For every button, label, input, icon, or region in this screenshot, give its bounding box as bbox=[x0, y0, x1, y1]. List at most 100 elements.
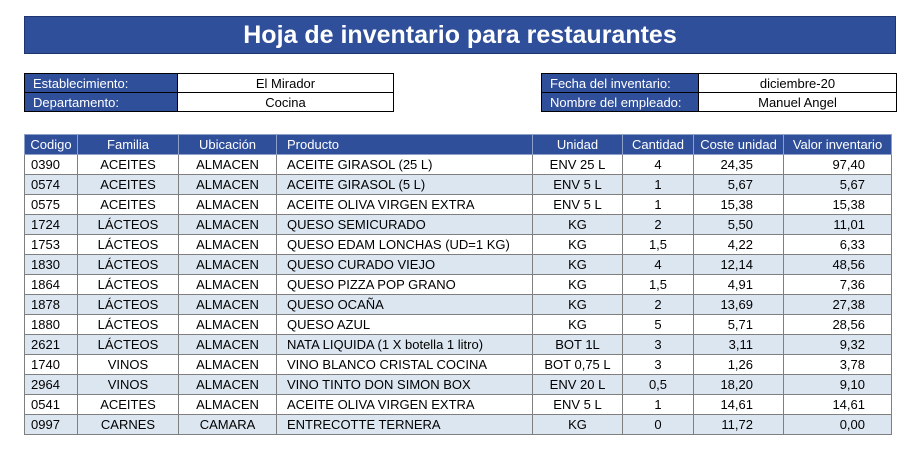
cell-familia[interactable]: LÁCTEOS bbox=[77, 274, 179, 295]
cell-cantidad[interactable]: 1,5 bbox=[622, 274, 694, 295]
cell-ubicacion[interactable]: ALMACEN bbox=[178, 394, 277, 415]
fecha-value[interactable]: diciembre-20 bbox=[698, 73, 897, 93]
cell-valor-inventario[interactable]: 9,32 bbox=[783, 334, 892, 355]
cell-ubicacion[interactable]: ALMACEN bbox=[178, 174, 277, 195]
cell-producto[interactable]: QUESO SEMICURADO bbox=[276, 214, 533, 235]
cell-ubicacion[interactable]: ALMACEN bbox=[178, 194, 277, 215]
cell-valor-inventario[interactable]: 27,38 bbox=[783, 294, 892, 315]
cell-valor-inventario[interactable]: 0,00 bbox=[783, 414, 892, 435]
cell-unidad[interactable]: KG bbox=[532, 414, 623, 435]
cell-producto[interactable]: QUESO OCAÑA bbox=[276, 294, 533, 315]
cell-coste-unidad[interactable]: 15,38 bbox=[693, 194, 784, 215]
cell-coste-unidad[interactable]: 5,50 bbox=[693, 214, 784, 235]
cell-producto[interactable]: ACEITE OLIVA VIRGEN EXTRA bbox=[276, 194, 533, 215]
cell-familia[interactable]: LÁCTEOS bbox=[77, 254, 179, 275]
cell-cantidad[interactable]: 3 bbox=[622, 354, 694, 375]
cell-ubicacion[interactable]: ALMACEN bbox=[178, 334, 277, 355]
cell-coste-unidad[interactable]: 13,69 bbox=[693, 294, 784, 315]
cell-coste-unidad[interactable]: 12,14 bbox=[693, 254, 784, 275]
cell-coste-unidad[interactable]: 14,61 bbox=[693, 394, 784, 415]
cell-coste-unidad[interactable]: 5,67 bbox=[693, 174, 784, 195]
cell-unidad[interactable]: ENV 5 L bbox=[532, 174, 623, 195]
cell-cantidad[interactable]: 2 bbox=[622, 214, 694, 235]
cell-valor-inventario[interactable]: 14,61 bbox=[783, 394, 892, 415]
cell-producto[interactable]: QUESO EDAM LONCHAS (UD=1 KG) bbox=[276, 234, 533, 255]
cell-unidad[interactable]: BOT 0,75 L bbox=[532, 354, 623, 375]
cell-familia[interactable]: ACEITES bbox=[77, 174, 179, 195]
cell-unidad[interactable]: KG bbox=[532, 214, 623, 235]
cell-unidad[interactable]: ENV 20 L bbox=[532, 374, 623, 395]
cell-familia[interactable]: VINOS bbox=[77, 354, 179, 375]
cell-valor-inventario[interactable]: 6,33 bbox=[783, 234, 892, 255]
cell-codigo[interactable]: 1830 bbox=[24, 254, 78, 275]
cell-cantidad[interactable]: 2 bbox=[622, 294, 694, 315]
cell-familia[interactable]: LÁCTEOS bbox=[77, 314, 179, 335]
cell-ubicacion[interactable]: ALMACEN bbox=[178, 154, 277, 175]
cell-valor-inventario[interactable]: 9,10 bbox=[783, 374, 892, 395]
cell-codigo[interactable]: 0997 bbox=[24, 414, 78, 435]
cell-unidad[interactable]: BOT 1L bbox=[532, 334, 623, 355]
cell-codigo[interactable]: 0390 bbox=[24, 154, 78, 175]
cell-cantidad[interactable]: 1 bbox=[622, 174, 694, 195]
cell-ubicacion[interactable]: ALMACEN bbox=[178, 254, 277, 275]
cell-coste-unidad[interactable]: 4,22 bbox=[693, 234, 784, 255]
cell-familia[interactable]: ACEITES bbox=[77, 154, 179, 175]
cell-valor-inventario[interactable]: 15,38 bbox=[783, 194, 892, 215]
cell-unidad[interactable]: ENV 25 L bbox=[532, 154, 623, 175]
cell-producto[interactable]: ENTRECOTTE TERNERA bbox=[276, 414, 533, 435]
cell-producto[interactable]: VINO BLANCO CRISTAL COCINA bbox=[276, 354, 533, 375]
cell-unidad[interactable]: KG bbox=[532, 274, 623, 295]
cell-coste-unidad[interactable]: 1,26 bbox=[693, 354, 784, 375]
cell-producto[interactable]: ACEITE OLIVA VIRGEN EXTRA bbox=[276, 394, 533, 415]
cell-valor-inventario[interactable]: 28,56 bbox=[783, 314, 892, 335]
cell-ubicacion[interactable]: CAMARA bbox=[178, 414, 277, 435]
cell-ubicacion[interactable]: ALMACEN bbox=[178, 314, 277, 335]
cell-ubicacion[interactable]: ALMACEN bbox=[178, 294, 277, 315]
cell-coste-unidad[interactable]: 24,35 bbox=[693, 154, 784, 175]
cell-cantidad[interactable]: 3 bbox=[622, 334, 694, 355]
cell-coste-unidad[interactable]: 5,71 bbox=[693, 314, 784, 335]
cell-valor-inventario[interactable]: 97,40 bbox=[783, 154, 892, 175]
cell-unidad[interactable]: KG bbox=[532, 254, 623, 275]
cell-coste-unidad[interactable]: 4,91 bbox=[693, 274, 784, 295]
cell-ubicacion[interactable]: ALMACEN bbox=[178, 214, 277, 235]
cell-ubicacion[interactable]: ALMACEN bbox=[178, 354, 277, 375]
cell-cantidad[interactable]: 5 bbox=[622, 314, 694, 335]
cell-codigo[interactable]: 0575 bbox=[24, 194, 78, 215]
cell-familia[interactable]: LÁCTEOS bbox=[77, 334, 179, 355]
cell-valor-inventario[interactable]: 48,56 bbox=[783, 254, 892, 275]
cell-coste-unidad[interactable]: 3,11 bbox=[693, 334, 784, 355]
departamento-value[interactable]: Cocina bbox=[177, 92, 394, 112]
cell-codigo[interactable]: 2964 bbox=[24, 374, 78, 395]
cell-ubicacion[interactable]: ALMACEN bbox=[178, 274, 277, 295]
cell-codigo[interactable]: 1864 bbox=[24, 274, 78, 295]
cell-familia[interactable]: ACEITES bbox=[77, 194, 179, 215]
cell-valor-inventario[interactable]: 5,67 bbox=[783, 174, 892, 195]
establecimiento-value[interactable]: El Mirador bbox=[177, 73, 394, 93]
cell-producto[interactable]: QUESO AZUL bbox=[276, 314, 533, 335]
cell-coste-unidad[interactable]: 11,72 bbox=[693, 414, 784, 435]
cell-codigo[interactable]: 0541 bbox=[24, 394, 78, 415]
cell-cantidad[interactable]: 1 bbox=[622, 394, 694, 415]
cell-cantidad[interactable]: 4 bbox=[622, 254, 694, 275]
cell-codigo[interactable]: 2621 bbox=[24, 334, 78, 355]
cell-valor-inventario[interactable]: 11,01 bbox=[783, 214, 892, 235]
cell-familia[interactable]: VINOS bbox=[77, 374, 179, 395]
cell-ubicacion[interactable]: ALMACEN bbox=[178, 374, 277, 395]
cell-codigo[interactable]: 1878 bbox=[24, 294, 78, 315]
cell-familia[interactable]: CARNES bbox=[77, 414, 179, 435]
cell-cantidad[interactable]: 1,5 bbox=[622, 234, 694, 255]
cell-producto[interactable]: VINO TINTO DON SIMON BOX bbox=[276, 374, 533, 395]
cell-producto[interactable]: QUESO PIZZA POP GRANO bbox=[276, 274, 533, 295]
cell-codigo[interactable]: 1753 bbox=[24, 234, 78, 255]
cell-cantidad[interactable]: 4 bbox=[622, 154, 694, 175]
cell-familia[interactable]: LÁCTEOS bbox=[77, 234, 179, 255]
cell-unidad[interactable]: ENV 5 L bbox=[532, 394, 623, 415]
cell-producto[interactable]: ACEITE GIRASOL (5 L) bbox=[276, 174, 533, 195]
cell-codigo[interactable]: 1740 bbox=[24, 354, 78, 375]
cell-unidad[interactable]: KG bbox=[532, 314, 623, 335]
cell-familia[interactable]: LÁCTEOS bbox=[77, 294, 179, 315]
cell-cantidad[interactable]: 0,5 bbox=[622, 374, 694, 395]
cell-valor-inventario[interactable]: 3,78 bbox=[783, 354, 892, 375]
cell-producto[interactable]: QUESO CURADO VIEJO bbox=[276, 254, 533, 275]
